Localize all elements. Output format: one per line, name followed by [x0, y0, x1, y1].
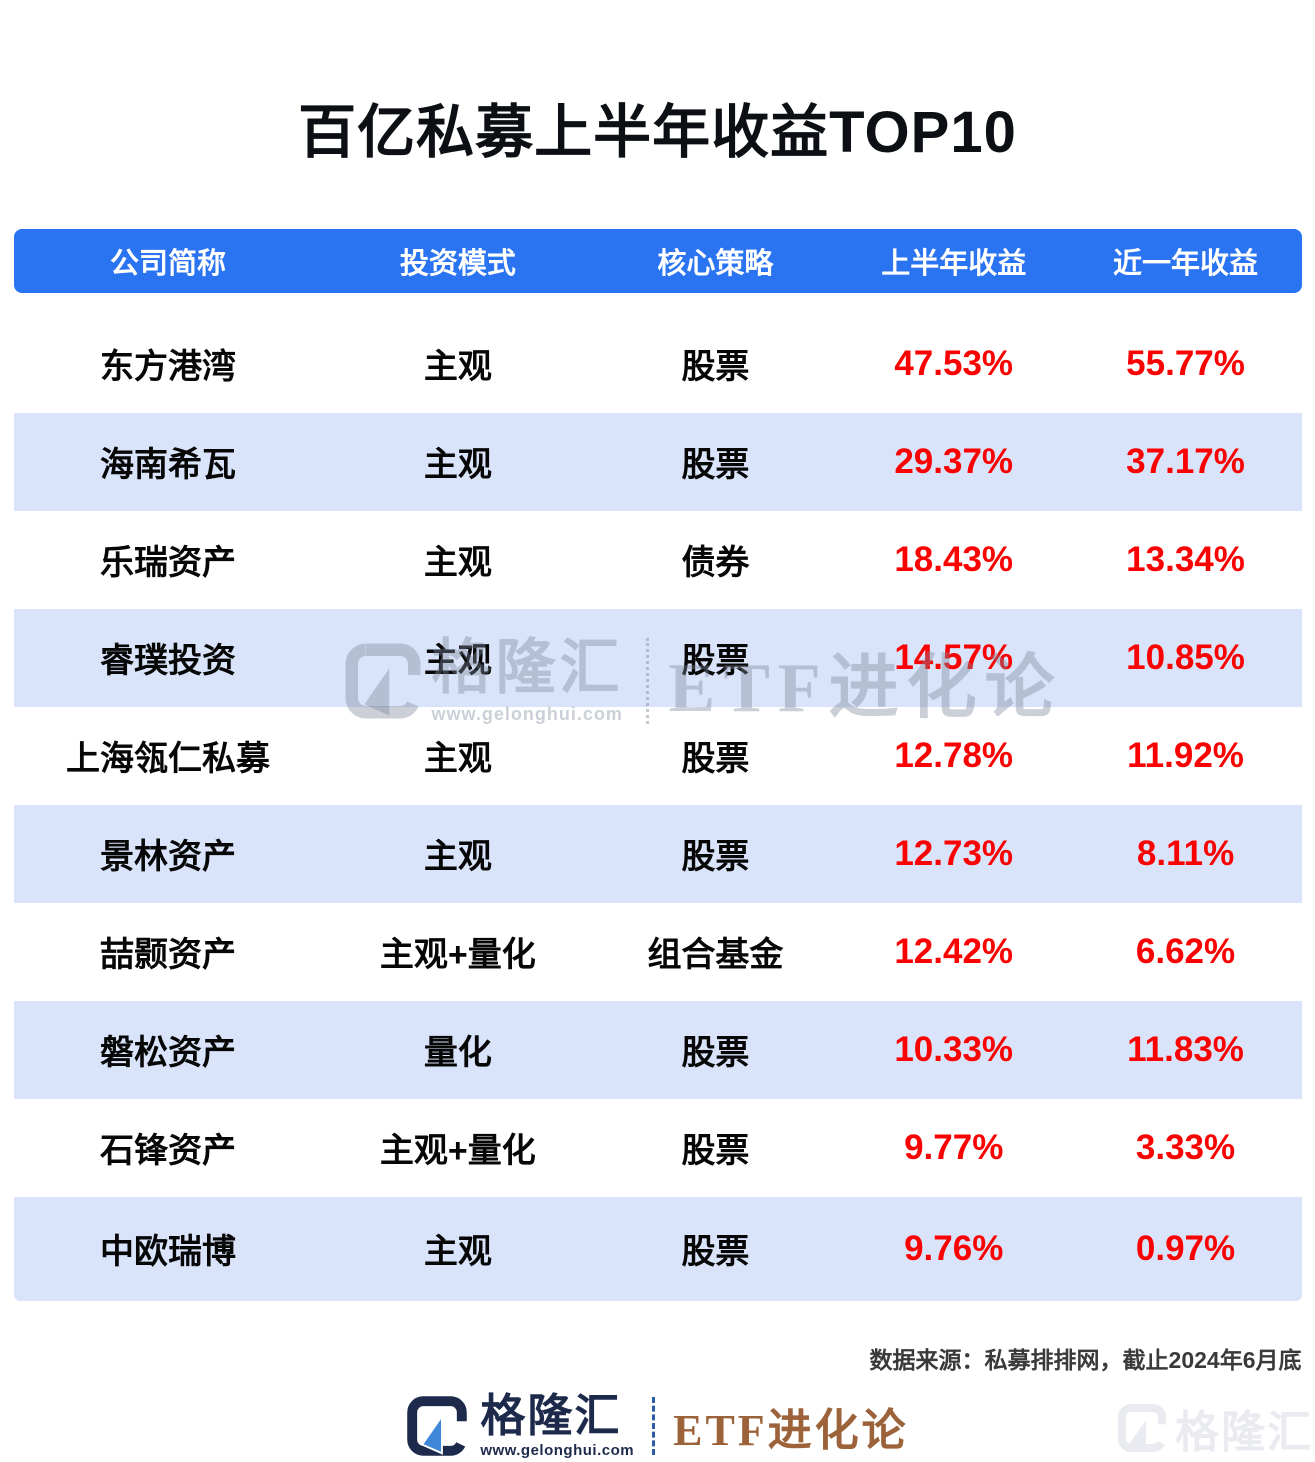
col-header-company: 公司简称	[110, 247, 227, 280]
page-title: 百亿私募上半年收益TOP10	[298, 99, 1017, 165]
h1-return-cell: 18.43%	[894, 539, 1014, 579]
table-header-row: 公司简称 投资模式 核心策略 上半年收益 近一年收益	[13, 228, 1302, 293]
table-row: 磐松资产 量化 股票 10.33% 11.83%	[13, 1000, 1302, 1099]
1y-return-cell: 37.17%	[1126, 441, 1245, 481]
strategy-cell: 股票	[681, 1132, 750, 1171]
footer-logo: 格隆汇 www.gelonghui.com ETF进化论	[0, 1393, 1315, 1459]
mode-cell: 主观	[423, 1233, 492, 1272]
company-cell: 东方港湾	[100, 348, 237, 387]
1y-return-cell: 11.92%	[1127, 735, 1244, 775]
col-header-mode: 投资模式	[399, 247, 516, 280]
gelonghui-logo-icon	[407, 1396, 468, 1456]
footer-brand-name: 格隆汇	[480, 1389, 622, 1441]
table-row: 景林资产 主观 股票 12.73% 8.11%	[13, 804, 1302, 903]
mode-cell: 量化	[423, 1034, 492, 1073]
strategy-cell: 组合基金	[647, 936, 784, 975]
h1-return-cell: 47.53%	[894, 343, 1014, 383]
returns-table: 公司简称 投资模式 核心策略 上半年收益 近一年收益 东方港湾 主观 股票 47…	[13, 228, 1302, 1301]
company-cell: 喆颢资产	[100, 936, 237, 975]
strategy-cell: 股票	[681, 348, 750, 387]
data-source-note: 数据来源：私募排排网，截止2024年6月底	[869, 1346, 1302, 1373]
mode-cell: 主观	[423, 642, 492, 681]
company-cell: 上海瓴仁私募	[66, 740, 271, 779]
mode-cell: 主观	[423, 348, 492, 387]
footer-brand-stack: 格隆汇 www.gelonghui.com	[480, 1393, 634, 1459]
1y-return-cell: 0.97%	[1135, 1228, 1236, 1268]
1y-return-cell: 8.11%	[1136, 833, 1235, 873]
mode-cell: 主观	[423, 838, 492, 877]
1y-return-cell: 11.83%	[1127, 1029, 1244, 1069]
col-header-strategy: 核心策略	[657, 247, 774, 280]
company-cell: 磐松资产	[100, 1034, 237, 1073]
h1-return-cell: 10.33%	[894, 1029, 1014, 1069]
strategy-cell: 股票	[681, 446, 750, 485]
strategy-cell: 股票	[681, 642, 750, 681]
footer-divider	[652, 1396, 656, 1455]
h1-return-cell: 9.76%	[904, 1228, 1004, 1268]
table-row: 喆颢资产 主观+量化 组合基金 12.42% 6.62%	[14, 903, 1302, 1001]
1y-return-cell: 55.77%	[1126, 343, 1245, 383]
h1-return-cell: 12.78%	[894, 735, 1014, 775]
mode-cell: 主观	[423, 446, 492, 485]
h1-return-cell: 12.42%	[894, 931, 1014, 971]
strategy-cell: 股票	[681, 838, 750, 877]
1y-return-cell: 3.33%	[1135, 1127, 1236, 1167]
strategy-cell: 股票	[681, 1034, 750, 1073]
h1-return-cell: 14.57%	[894, 637, 1014, 677]
table-row: 中欧瑞博 主观 股票 9.76% 0.97%	[13, 1196, 1302, 1301]
strategy-cell: 债券	[681, 544, 750, 583]
table-row: 睿璞投资 主观 股票 14.57% 10.85%	[13, 608, 1302, 707]
infographic-page: 百亿私募上半年收益TOP10 公司简称 投资模式 核心策略 上半年收益 近一年收…	[0, 39, 1315, 1462]
mode-cell: 主观+量化	[379, 936, 536, 975]
footer-partner-name: ETF进化论	[673, 1405, 909, 1455]
1y-return-cell: 6.62%	[1135, 931, 1236, 971]
mode-cell: 主观	[423, 740, 492, 779]
mode-cell: 主观	[423, 544, 492, 583]
company-cell: 石锋资产	[100, 1132, 237, 1171]
strategy-cell: 股票	[681, 740, 750, 779]
table-row: 东方港湾 主观 股票 47.53% 55.77%	[14, 315, 1302, 413]
table-row: 石锋资产 主观+量化 股票 9.77% 3.33%	[14, 1099, 1302, 1197]
strategy-cell: 股票	[681, 1233, 750, 1272]
1y-return-cell: 13.34%	[1126, 539, 1245, 579]
table-row: 上海瓴仁私募 主观 股票 12.78% 11.92%	[14, 707, 1302, 805]
h1-return-cell: 9.77%	[904, 1127, 1004, 1167]
footer-brand-url: www.gelonghui.com	[480, 1441, 635, 1459]
h1-return-cell: 29.37%	[894, 441, 1014, 481]
company-cell: 中欧瑞博	[100, 1233, 237, 1272]
table-row: 海南希瓦 主观 股票 29.37% 37.17%	[13, 412, 1302, 511]
company-cell: 景林资产	[100, 838, 237, 877]
company-cell: 海南希瓦	[100, 446, 237, 485]
h1-return-cell: 12.73%	[894, 833, 1014, 873]
1y-return-cell: 10.85%	[1126, 637, 1245, 677]
company-cell: 睿璞投资	[100, 642, 237, 681]
table-row: 乐瑞资产 主观 债券 18.43% 13.34%	[14, 511, 1302, 609]
company-cell: 乐瑞资产	[100, 544, 237, 583]
col-header-1y-return: 近一年收益	[1113, 247, 1259, 280]
col-header-h1-return: 上半年收益	[881, 247, 1027, 280]
mode-cell: 主观+量化	[379, 1132, 536, 1171]
header-gap	[14, 293, 1302, 315]
